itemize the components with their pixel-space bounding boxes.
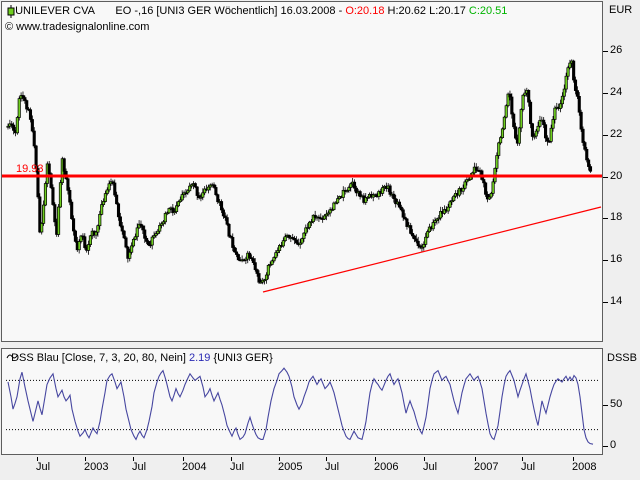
dss-line-chart[interactable] <box>2 349 602 454</box>
price-tick-label: 22 <box>610 128 623 140</box>
time-tick-label: Jul <box>521 461 536 473</box>
indicator-header: DSS Blau [Close, 7, 3, 20, 80, Nein] 2.1… <box>6 352 273 364</box>
price-tick-mark <box>603 260 608 261</box>
time-tick-mark <box>133 457 134 461</box>
time-tick-mark <box>326 457 327 461</box>
time-tick-label: Jul <box>325 461 340 473</box>
price-tick-mark <box>603 302 608 303</box>
price-tick-mark <box>603 177 608 178</box>
time-tick-mark <box>475 457 476 461</box>
time-tick-label: Jul <box>36 461 51 473</box>
time-tick-mark <box>85 457 86 461</box>
quote-low: L:20.17 <box>429 5 466 17</box>
price-tick-label: 16 <box>610 253 623 265</box>
instrument-info: EO -,16 [UNI3 GER Wöchentlich] <box>115 5 278 17</box>
candlestick-chart[interactable] <box>2 2 602 341</box>
time-tick-label: Jul <box>132 461 147 473</box>
price-tick-label: 26 <box>610 44 623 56</box>
quote-open: O:20.18 <box>345 5 385 17</box>
time-tick-label: 2004 <box>182 461 207 473</box>
dss-tick-label: 50 <box>610 398 623 410</box>
quote-high: H:20.62 <box>387 5 427 17</box>
price-tick-label: 14 <box>610 295 623 307</box>
copyright-notice: © www.tradesignalonline.com <box>5 21 150 33</box>
price-tick-mark <box>603 93 608 94</box>
time-tick-label: 2006 <box>374 461 399 473</box>
dss-axis-label: DSSB <box>607 352 637 364</box>
dss-tick-mark <box>603 446 608 447</box>
quote-close: C:20.51 <box>468 5 508 17</box>
price-tick-mark <box>603 218 608 219</box>
price-tick-mark <box>603 51 608 52</box>
time-tick-mark <box>231 457 232 461</box>
price-chart-panel[interactable]: UNILEVER CVA EO -,16 [UNI3 GER Wöchentli… <box>1 1 603 342</box>
price-tick-label: 18 <box>610 211 623 223</box>
time-tick-label: 2005 <box>278 461 303 473</box>
price-tick-mark <box>603 135 608 136</box>
price-axis-unit-label: EUR <box>609 4 633 16</box>
price-tick-label: 20 <box>610 170 623 182</box>
time-tick-label: Jul <box>423 461 438 473</box>
price-tick-label: 24 <box>610 86 623 98</box>
time-tick-label: 2008 <box>572 461 597 473</box>
chart-header: UNILEVER CVA EO -,16 [UNI3 GER Wöchentli… <box>7 5 508 18</box>
time-tick-label: 2007 <box>474 461 499 473</box>
time-tick-mark <box>37 457 38 461</box>
time-tick-mark <box>183 457 184 461</box>
time-tick-mark <box>424 457 425 461</box>
time-tick-mark <box>375 457 376 461</box>
support-line-label: 19.93 <box>16 163 44 175</box>
dss-tick-label: 0 <box>610 439 617 451</box>
quote-date: 16.03.2008 - <box>280 5 343 17</box>
indicator-name: DSS Blau [Close, 7, 3, 20, 80, Nein] <box>11 352 186 364</box>
symbol-title: UNILEVER CVA <box>15 5 95 17</box>
time-tick-mark <box>522 457 523 461</box>
indicator-panel[interactable]: DSS Blau [Close, 7, 3, 20, 80, Nein] 2.1… <box>1 348 603 455</box>
time-tick-mark <box>573 457 574 461</box>
indicator-value: 2.19 <box>189 352 211 364</box>
dss-tick-mark <box>603 405 608 406</box>
time-tick-mark <box>279 457 280 461</box>
time-tick-label: Jul <box>230 461 245 473</box>
time-tick-label: 2003 <box>84 461 109 473</box>
indicator-symbol: {UNI3 GER} <box>213 352 273 364</box>
